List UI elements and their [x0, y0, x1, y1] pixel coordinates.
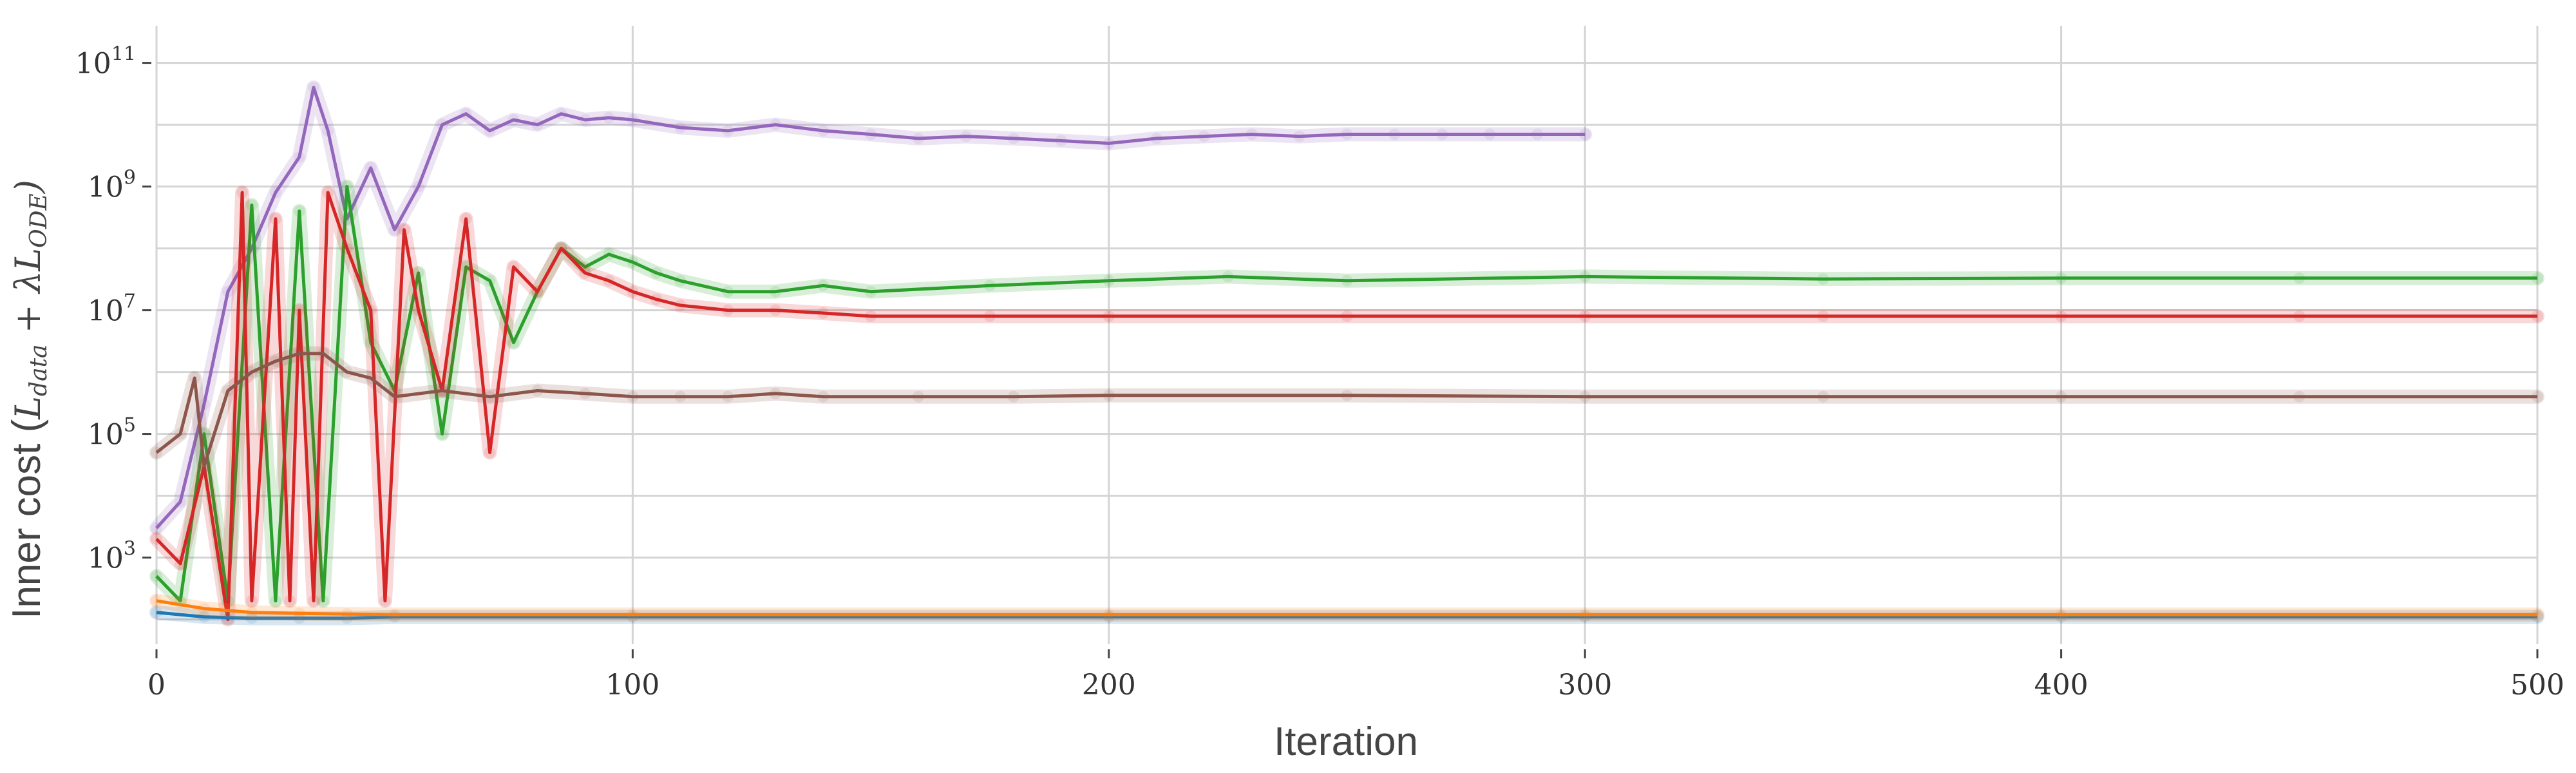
- series-2: [149, 185, 2544, 627]
- series-5: [149, 593, 2544, 622]
- series-layer: [149, 80, 2544, 627]
- x-tick-label: 300: [1558, 669, 1612, 701]
- svg-text:Inner cost (Ldata + λLODE): Inner cost (Ldata + λLODE): [5, 180, 52, 619]
- series-line: [156, 599, 2537, 616]
- series-0: [149, 80, 1593, 535]
- y-axis-label-prefix: Inner cost (: [5, 419, 49, 618]
- y-tick-label: 107: [88, 291, 136, 328]
- series-line: [156, 611, 2537, 620]
- x-tick-label: 500: [2510, 669, 2564, 701]
- x-tick-label: 400: [2034, 669, 2088, 701]
- y-axis-label-op: +: [8, 293, 48, 345]
- series-line: [155, 86, 1586, 530]
- y-axis-label-term2-sub: ODE: [26, 193, 52, 248]
- x-tick-label: 100: [605, 669, 659, 701]
- y-tick-label: 103: [88, 538, 136, 575]
- series-halo: [149, 593, 2544, 622]
- series-3: [149, 346, 2544, 473]
- y-tick-label: 105: [88, 414, 136, 452]
- x-tick-label: 200: [1082, 669, 1136, 701]
- y-axis-label: Inner cost (Ldata + λLODE): [5, 180, 52, 619]
- series-halo: [149, 346, 2544, 473]
- series-line: [155, 352, 2537, 468]
- y-axis-label-term1: L: [8, 396, 48, 420]
- y-tick-label: 1011: [75, 43, 136, 81]
- series-line: [155, 191, 2537, 622]
- series-line: [155, 185, 2537, 603]
- y-axis: 103 105 107 109 1011: [75, 43, 151, 575]
- y-axis-label-suffix: ): [8, 180, 48, 194]
- grid: [155, 26, 2539, 644]
- y-tick-label: 109: [88, 167, 136, 204]
- x-axis-label: Iteration: [1274, 720, 1418, 764]
- y-axis-label-term1-sub: data: [26, 344, 52, 396]
- y-axis-label-term2: λL: [8, 248, 48, 294]
- series-1: [149, 179, 2544, 608]
- x-tick-label: 0: [147, 669, 166, 701]
- series-halo: [149, 185, 2544, 627]
- x-axis: 0 100 200 300 400 500: [147, 649, 2564, 701]
